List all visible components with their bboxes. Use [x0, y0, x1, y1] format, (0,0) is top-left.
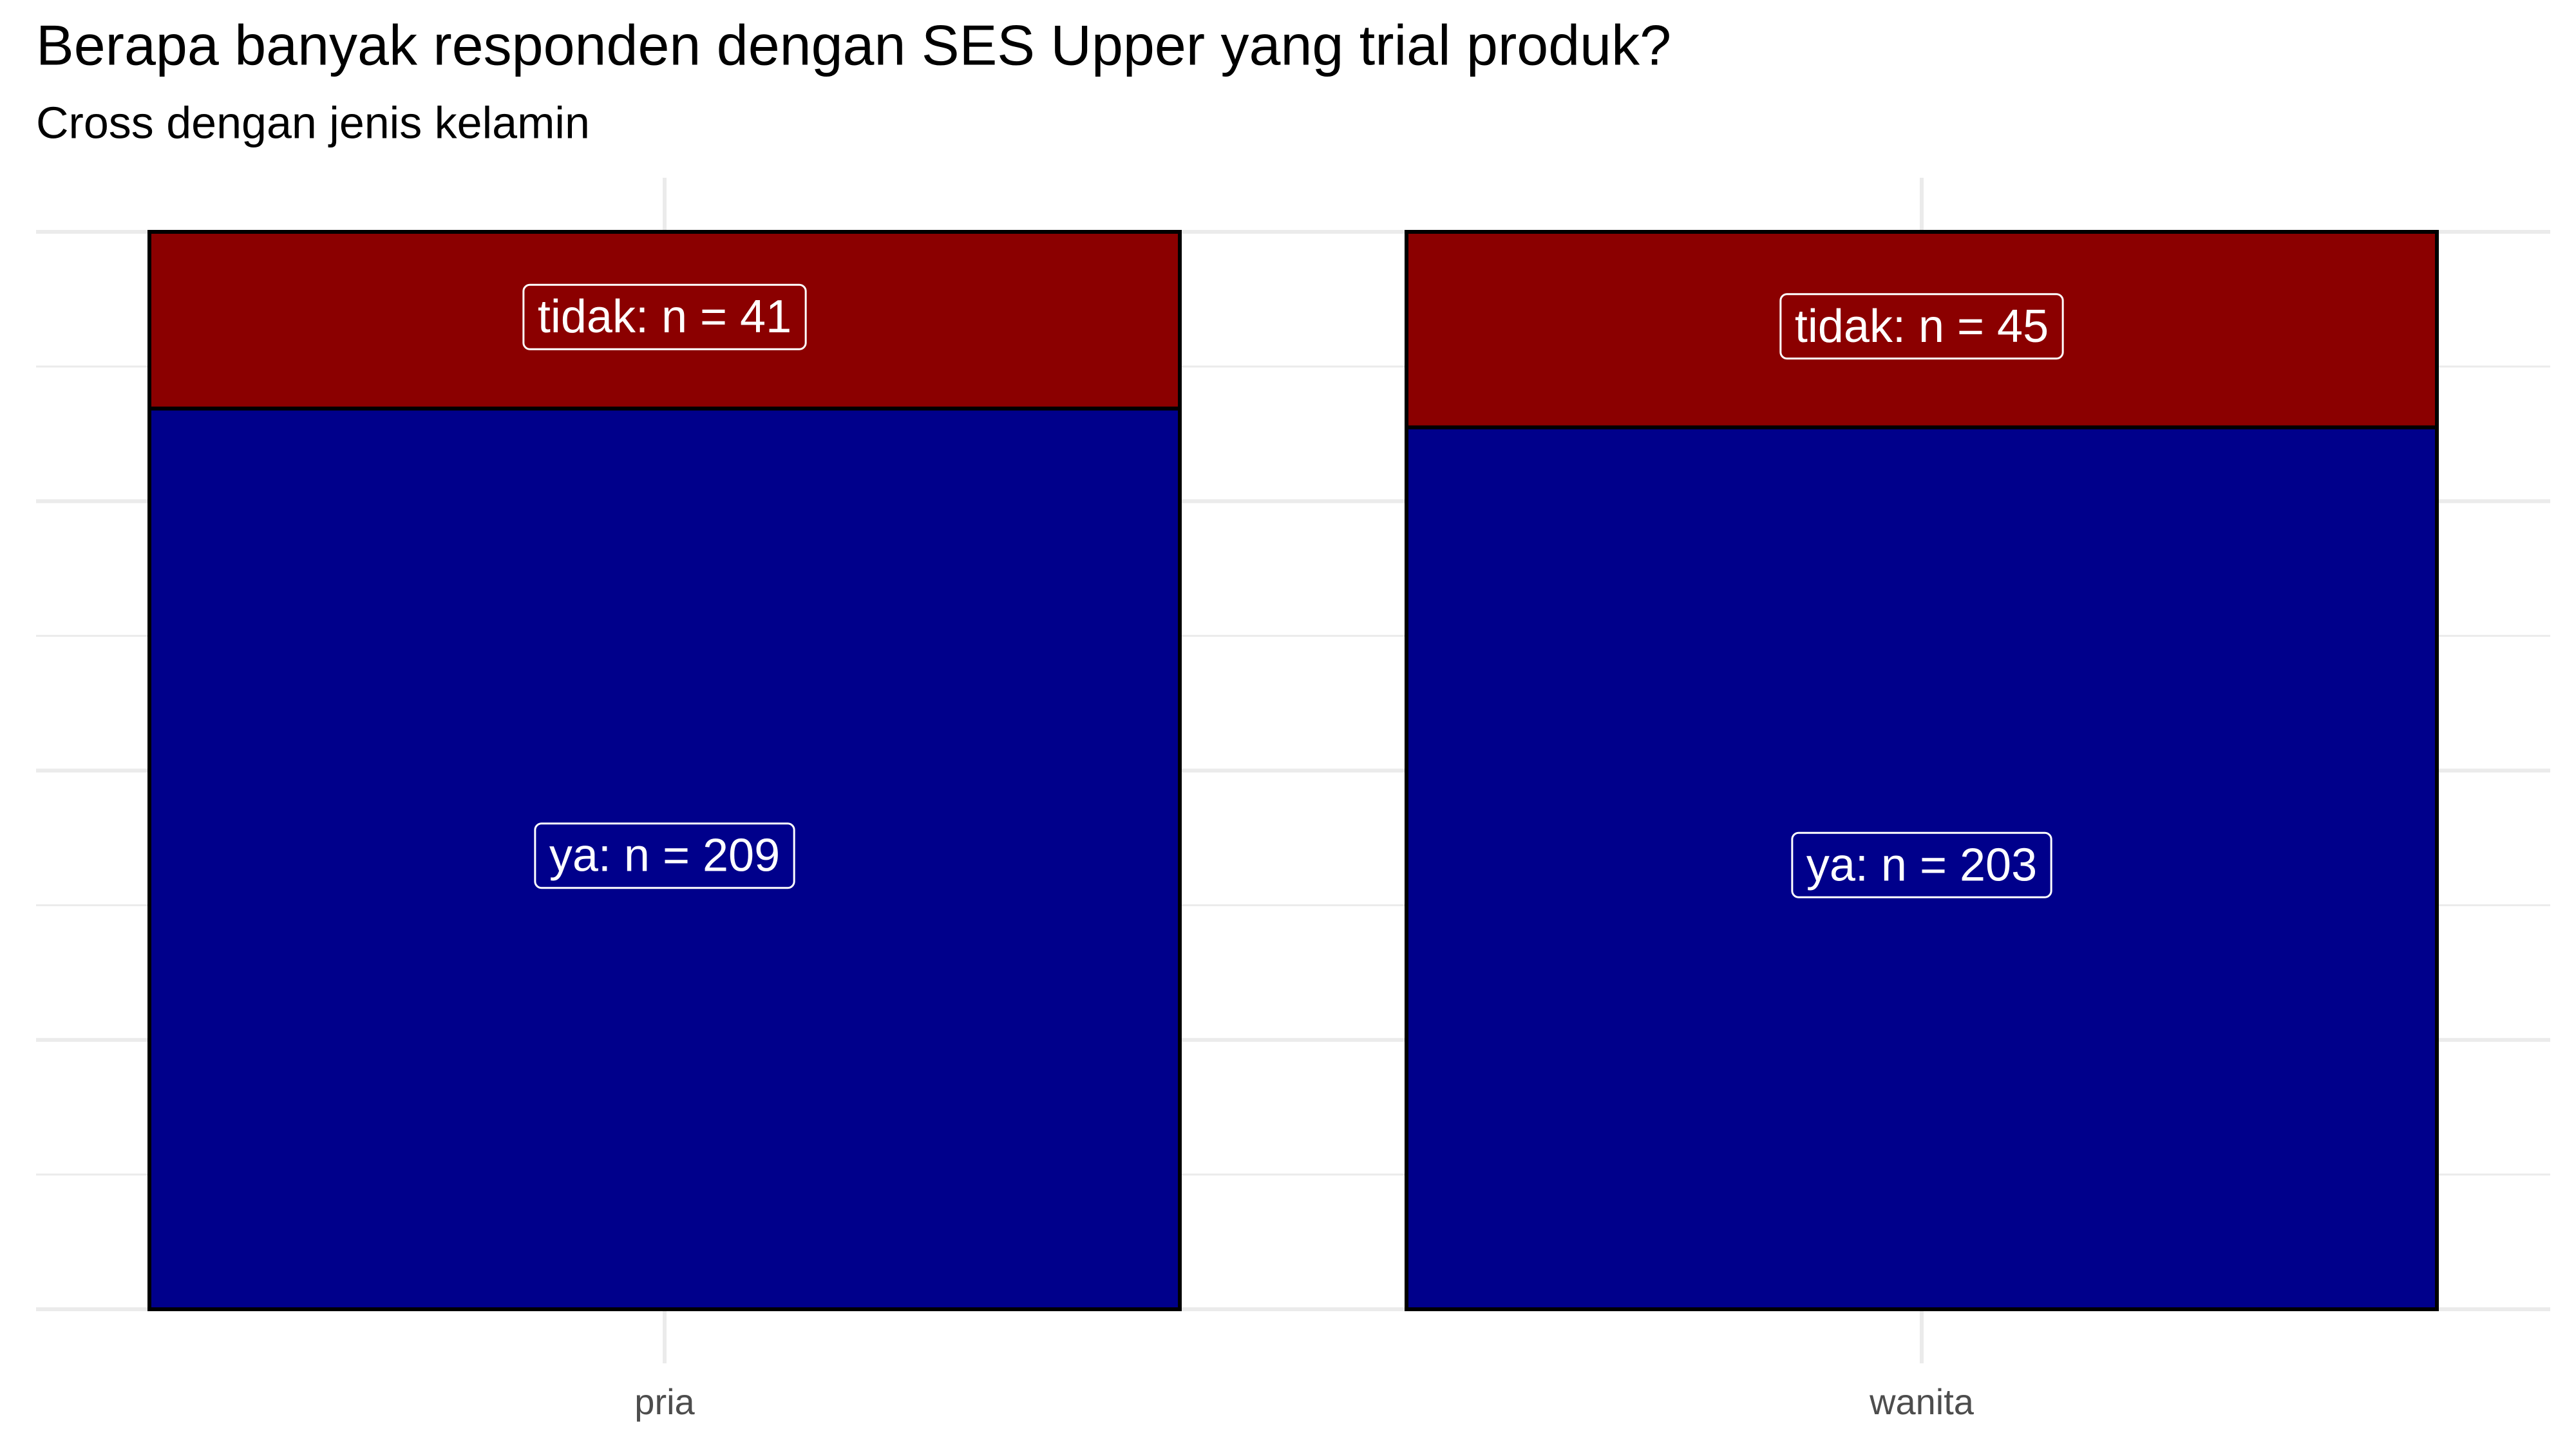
label-box — [534, 822, 795, 889]
label-box — [522, 283, 807, 350]
x-tick-label: wanita — [1869, 1381, 1975, 1422]
label-box — [1791, 831, 2052, 898]
data-label: ya: n = 209 — [549, 830, 780, 882]
chart-title: Berapa banyak responden dengan SES Upper… — [36, 13, 1671, 77]
x-tick-label: pria — [634, 1381, 695, 1422]
data-label: tidak: n = 45 — [1795, 301, 2049, 352]
label-box — [1779, 293, 2064, 360]
chart-subtitle: Cross dengan jenis kelamin — [36, 97, 590, 147]
data-label: tidak: n = 41 — [538, 291, 791, 343]
data-label: ya: n = 203 — [1806, 839, 2037, 891]
